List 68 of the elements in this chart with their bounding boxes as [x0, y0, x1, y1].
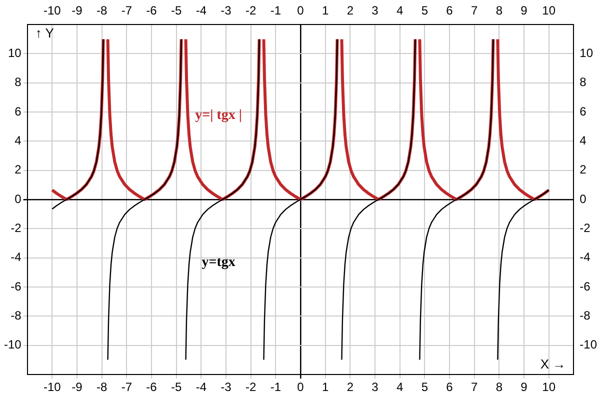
- y-tick-label: 0: [14, 192, 22, 206]
- y-tick-label: -6: [10, 279, 22, 294]
- x2-tick-label: 4: [396, 4, 404, 18]
- x-tick-label: 6: [446, 380, 454, 394]
- y2-tick-label: -2: [580, 220, 591, 235]
- x2-tick-label: -10: [44, 4, 62, 18]
- x2-tick-label: -9: [72, 4, 83, 18]
- x-tick-label: -5: [171, 380, 182, 394]
- x2-tick-label: 5: [421, 4, 428, 18]
- x-tick-label: -3: [220, 380, 232, 394]
- x2-tick-label: -7: [121, 4, 132, 18]
- x2-tick-label: 7: [470, 4, 478, 18]
- x2-tick-label: 1: [322, 4, 329, 18]
- y2-tick-label: 6: [580, 104, 587, 118]
- y2-tick-label: 2: [580, 162, 587, 177]
- y2-tick-label: -4: [580, 250, 591, 264]
- x-tick-label: 8: [496, 380, 503, 394]
- x-tick-label: -8: [96, 380, 108, 394]
- x2-tick-label: -5: [171, 4, 182, 18]
- x2-tick-label: -3: [220, 4, 232, 18]
- series-label: y=tgx: [202, 255, 236, 270]
- x-tick-label: 5: [421, 380, 428, 394]
- x-tick-label: -2: [246, 380, 256, 394]
- x-tick-label: -9: [72, 380, 83, 394]
- y-tick-label: 10: [8, 46, 22, 60]
- y2-tick-label: -6: [580, 279, 591, 294]
- x2-tick-label: 2: [346, 4, 354, 18]
- x2-tick-label: 8: [496, 4, 503, 18]
- x2-tick-label: 0: [297, 4, 304, 18]
- x2-tick-label: -2: [246, 4, 256, 18]
- x-tick-label: -7: [121, 380, 132, 394]
- x2-tick-label: -6: [146, 4, 158, 18]
- x-tick-label: -1: [270, 380, 282, 394]
- y-tick-label: -2: [10, 220, 22, 235]
- x-tick-label: -10: [44, 380, 62, 394]
- y2-tick-label: -8: [580, 308, 591, 323]
- y2-tick-label: 10: [580, 46, 594, 60]
- y-axis-title: ↑ Y: [35, 25, 54, 40]
- y2-tick-label: 0: [580, 192, 587, 206]
- x-tick-label: 0: [297, 380, 304, 394]
- x2-tick-label: 3: [372, 4, 379, 18]
- x-tick-label: 4: [396, 380, 404, 394]
- x-tick-label: 7: [470, 380, 478, 394]
- y-tick-label: -10: [4, 338, 22, 352]
- x2-tick-label: -4: [196, 4, 207, 18]
- series-label: y=| tgx |: [195, 108, 242, 124]
- y-tick-label: -8: [10, 308, 22, 323]
- x2-tick-label: -1: [270, 4, 282, 18]
- x-tick-label: 9: [520, 380, 528, 394]
- x2-tick-label: -8: [96, 4, 108, 18]
- x2-tick-label: 10: [542, 4, 556, 18]
- x-axis-title: X →: [540, 356, 566, 372]
- y-tick-label: -4: [10, 250, 22, 264]
- y2-tick-label: 8: [580, 75, 587, 90]
- y-tick-label: 6: [14, 104, 22, 118]
- x-tick-label: -6: [146, 380, 158, 394]
- y-tick-label: 4: [14, 133, 22, 148]
- x-tick-label: 2: [346, 380, 354, 394]
- x2-tick-label: 9: [520, 4, 528, 18]
- x-tick-label: 10: [542, 380, 556, 394]
- y-tick-label: 8: [14, 75, 22, 90]
- y2-tick-label: -10: [580, 338, 598, 352]
- x2-tick-label: 6: [446, 4, 454, 18]
- y-tick-label: 2: [14, 162, 22, 177]
- y2-tick-label: 4: [580, 133, 587, 148]
- x-tick-label: -4: [196, 380, 207, 394]
- x-tick-label: 1: [322, 380, 329, 394]
- x-tick-label: 3: [372, 380, 379, 394]
